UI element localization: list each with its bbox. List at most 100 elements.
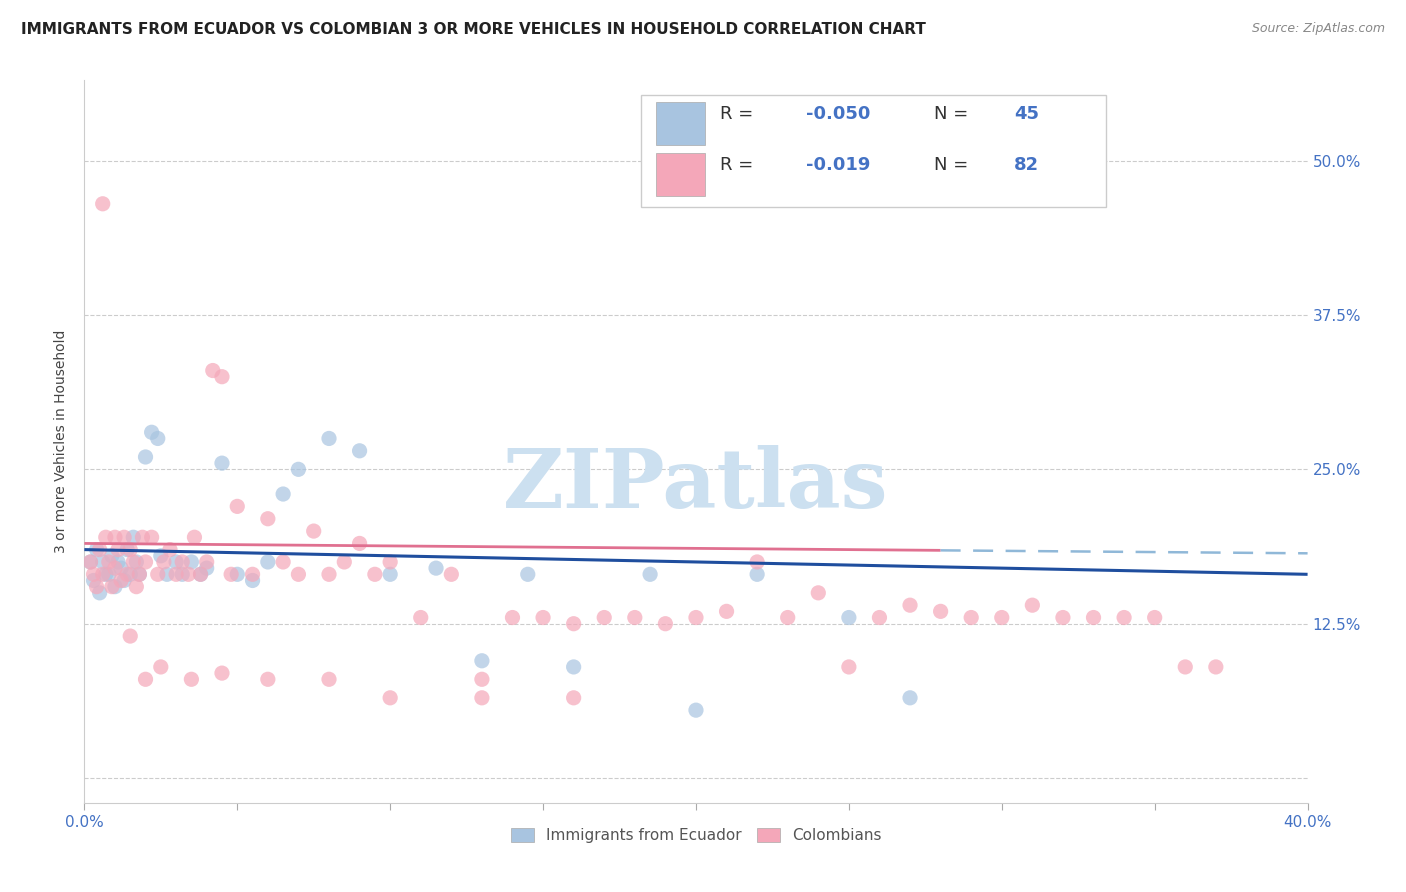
Point xyxy=(141,530,163,544)
Point xyxy=(110,574,132,588)
Point xyxy=(135,450,157,464)
FancyBboxPatch shape xyxy=(655,102,704,145)
Text: 45: 45 xyxy=(1014,105,1039,123)
Point xyxy=(97,555,120,569)
Point xyxy=(257,512,280,526)
Point xyxy=(747,567,769,582)
Point xyxy=(195,561,218,575)
Legend: Immigrants from Ecuador, Colombians: Immigrants from Ecuador, Colombians xyxy=(505,822,887,849)
Point xyxy=(180,673,202,687)
Point xyxy=(349,443,371,458)
Point xyxy=(91,555,114,569)
Point xyxy=(898,598,921,612)
Point xyxy=(624,610,647,624)
Point xyxy=(257,555,280,569)
Point xyxy=(131,530,153,544)
Point xyxy=(94,530,117,544)
Point xyxy=(86,542,108,557)
Point xyxy=(242,574,264,588)
Point xyxy=(1174,660,1197,674)
Point xyxy=(135,673,157,687)
Point xyxy=(226,500,249,514)
Text: ZIPatlas: ZIPatlas xyxy=(503,445,889,524)
Point xyxy=(159,542,181,557)
Point xyxy=(120,542,142,557)
Point xyxy=(287,462,309,476)
Text: -0.050: -0.050 xyxy=(806,105,870,123)
Point xyxy=(380,690,402,705)
Point xyxy=(112,574,135,588)
Point xyxy=(115,567,138,582)
Point xyxy=(128,567,150,582)
Point xyxy=(89,586,111,600)
Point xyxy=(83,567,105,582)
Point xyxy=(128,567,150,582)
Point xyxy=(94,567,117,582)
Point xyxy=(349,536,371,550)
Point xyxy=(318,432,340,446)
Point xyxy=(122,530,145,544)
Y-axis label: 3 or more Vehicles in Household: 3 or more Vehicles in Household xyxy=(55,330,69,553)
Point xyxy=(97,567,120,582)
Point xyxy=(125,580,148,594)
Point xyxy=(91,196,114,211)
Point xyxy=(153,555,176,569)
Point xyxy=(172,555,194,569)
Point xyxy=(562,690,585,705)
Point xyxy=(333,555,356,569)
Text: Source: ZipAtlas.com: Source: ZipAtlas.com xyxy=(1251,22,1385,36)
Text: N =: N = xyxy=(935,105,974,123)
Point xyxy=(91,567,114,582)
Point xyxy=(120,629,142,643)
Point xyxy=(112,530,135,544)
Point xyxy=(807,586,830,600)
Point xyxy=(104,580,127,594)
Point xyxy=(562,616,585,631)
Point xyxy=(716,604,738,618)
Point xyxy=(180,555,202,569)
Point xyxy=(115,542,138,557)
Point xyxy=(471,690,494,705)
Text: IMMIGRANTS FROM ECUADOR VS COLOMBIAN 3 OR MORE VEHICLES IN HOUSEHOLD CORRELATION: IMMIGRANTS FROM ECUADOR VS COLOMBIAN 3 O… xyxy=(21,22,927,37)
Point xyxy=(149,549,172,563)
Point xyxy=(1052,610,1074,624)
Point xyxy=(104,561,127,575)
Point xyxy=(898,690,921,705)
Point xyxy=(1083,610,1105,624)
Point xyxy=(201,363,224,377)
Point xyxy=(146,567,169,582)
Point xyxy=(107,542,129,557)
Point xyxy=(190,567,212,582)
Text: R =: R = xyxy=(720,156,765,174)
Point xyxy=(146,432,169,446)
Point xyxy=(318,567,340,582)
Point xyxy=(1114,610,1136,624)
FancyBboxPatch shape xyxy=(641,95,1105,207)
Point xyxy=(89,542,111,557)
Point xyxy=(211,456,233,470)
Point xyxy=(471,654,494,668)
Point xyxy=(226,567,249,582)
Point xyxy=(638,567,661,582)
Point xyxy=(183,530,205,544)
Point xyxy=(318,673,340,687)
Point xyxy=(122,555,145,569)
Text: 82: 82 xyxy=(1014,156,1039,174)
Point xyxy=(531,610,554,624)
Point xyxy=(271,487,294,501)
Point xyxy=(120,567,142,582)
Point xyxy=(685,703,707,717)
Point xyxy=(172,567,194,582)
Point xyxy=(960,610,983,624)
Point xyxy=(516,567,538,582)
Point xyxy=(211,666,233,681)
Point xyxy=(79,555,101,569)
Text: -0.019: -0.019 xyxy=(806,156,870,174)
Point xyxy=(79,555,101,569)
FancyBboxPatch shape xyxy=(655,153,704,196)
Point xyxy=(838,660,860,674)
Point xyxy=(929,604,952,618)
Point xyxy=(287,567,309,582)
Point xyxy=(110,561,132,575)
Point xyxy=(190,567,212,582)
